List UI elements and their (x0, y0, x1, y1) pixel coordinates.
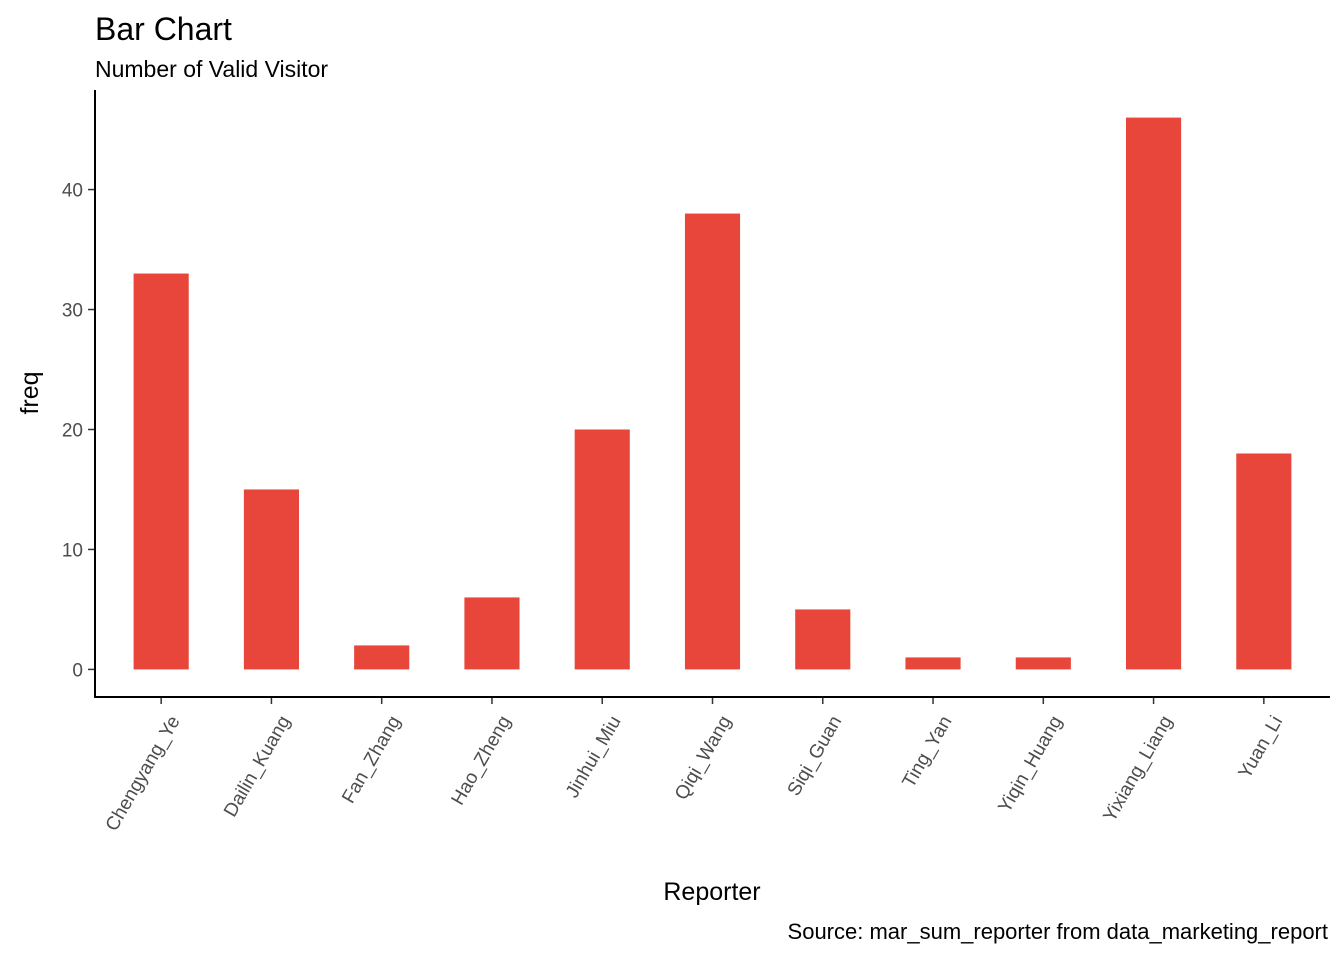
chart-caption: Source: mar_sum_reporter from data_marke… (788, 919, 1328, 944)
x-tick-label: Fan_Zhang (338, 712, 405, 807)
x-tick-label: Dailin_Kuang (220, 712, 295, 820)
x-tick-label: Jinhui_Miu (562, 712, 626, 801)
bar-qiqi-wang (684, 213, 741, 670)
bar-yiqin-huang (1015, 657, 1071, 670)
bar-yuan-li (1236, 453, 1292, 670)
x-tick-label: Ting_Yan (899, 712, 957, 791)
y-tick-label: 10 (62, 540, 83, 561)
bar-jinhui-miu (574, 429, 630, 670)
x-axis-title: Reporter (663, 878, 760, 906)
chart-subtitle: Number of Valid Visitor (95, 56, 328, 82)
y-tick-label: 0 (72, 660, 83, 681)
bar-ting-yan (905, 657, 961, 670)
y-tick-label: 30 (62, 301, 83, 322)
plot-area: 0 10 20 30 40 Chengyang_Ye Dailin_Kuang Fan_Zha… (62, 117, 1292, 835)
bar-yixiang-liang (1126, 117, 1182, 670)
x-tick-label: Chengyang_Ye (102, 712, 185, 834)
y-tick-label: 40 (62, 181, 83, 202)
x-tick-label: Hao_Zheng (448, 712, 516, 808)
bar-fan-zhang (354, 645, 410, 670)
bar-siqi-guan (795, 609, 851, 670)
x-tick-label: Qiqi_Wang (671, 712, 736, 803)
y-tick-label: 20 (62, 420, 83, 441)
x-tick-label: Yixiang_Liang (1099, 712, 1177, 825)
bar-chengyang-ye (133, 273, 189, 670)
y-axis-title: freq (16, 371, 44, 414)
x-tick-label: Siqi_Guan (784, 712, 847, 799)
x-tick-label: Yuan_Li (1235, 712, 1288, 782)
bar-hao-zheng (464, 597, 520, 670)
chart-title: Bar Chart (95, 11, 232, 47)
bar-dailin-kuang (243, 489, 299, 670)
x-tick-label: Yiqin_Huang (994, 712, 1066, 816)
